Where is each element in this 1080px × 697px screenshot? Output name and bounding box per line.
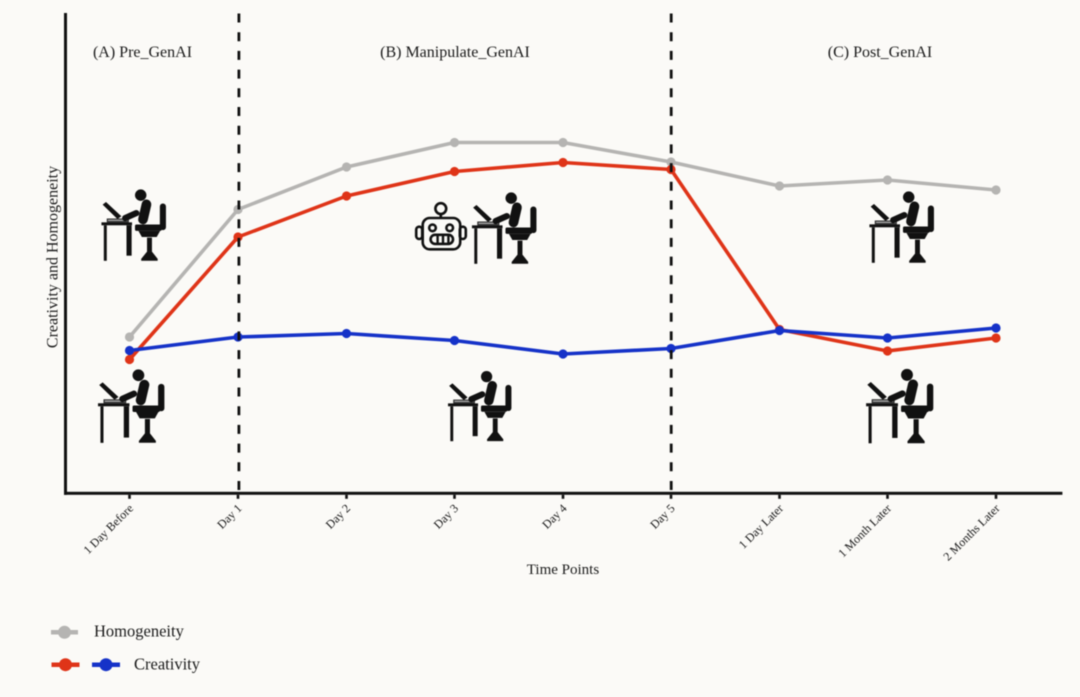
svg-text:Time Points: Time Points xyxy=(527,562,600,578)
svg-text:(A) Pre_GenAI: (A) Pre_GenAI xyxy=(93,44,192,61)
svg-text:Creativity and Homogeneity: Creativity and Homogeneity xyxy=(45,166,62,348)
svg-text:(C) Post_GenAI: (C) Post_GenAI xyxy=(828,44,932,61)
svg-text:(B) Manipulate_GenAI: (B) Manipulate_GenAI xyxy=(380,44,530,61)
svg-text:Homogeneity: Homogeneity xyxy=(94,622,185,641)
svg-text:Creativity: Creativity xyxy=(134,654,201,673)
